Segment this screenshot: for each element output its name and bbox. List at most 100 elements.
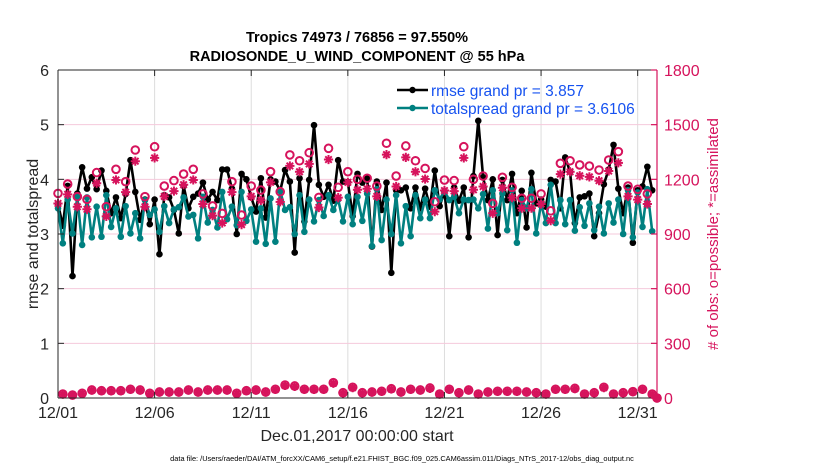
y-left-tick-label: 1: [40, 336, 49, 353]
rmse-point: [552, 178, 559, 185]
totalspread-point: [363, 190, 371, 197]
rmse-point: [494, 231, 501, 239]
obs-assimilated-marker: [183, 385, 194, 395]
obs-assimilated-marker: [492, 386, 503, 397]
y-axis-right-label: # of obs: o=possible; *=assimilated: [705, 118, 722, 350]
obs-assimilated-marker: [541, 389, 551, 399]
legend-marker-totalspread: [409, 104, 416, 112]
totalspread-point: [412, 191, 419, 199]
totalspread-point: [165, 219, 173, 227]
obs-possible-marker: [526, 193, 537, 204]
obs-assimilated-marker: [633, 195, 643, 205]
obs-assimilated-marker: [459, 153, 469, 163]
totalspread-point: [581, 222, 588, 230]
obs-assimilated-marker: [594, 176, 604, 186]
obs-assimilated-marker: [178, 180, 189, 190]
obs-possible-marker: [401, 141, 411, 151]
totalspread-point: [402, 202, 410, 210]
rmse-point: [590, 232, 598, 240]
x-axis-label: Dec.01,2017 00:00:00 start: [260, 428, 454, 445]
totalspread-point: [586, 200, 593, 207]
obs-assimilated-marker: [386, 384, 396, 394]
obs-possible-marker: [458, 141, 469, 152]
rmse-point: [291, 249, 299, 256]
totalspread-point: [421, 196, 429, 203]
obs-assimilated-marker: [420, 174, 430, 184]
obs-possible-marker: [623, 181, 633, 191]
totalspread-point: [136, 235, 144, 242]
rmse-point: [78, 164, 86, 171]
totalspread-point: [590, 226, 598, 234]
obs-assimilated-marker: [96, 386, 107, 396]
totalspread-point: [286, 203, 294, 211]
obs-assimilated-marker: [410, 167, 421, 177]
obs-assimilated-marker: [265, 177, 276, 187]
obs-possible-marker: [391, 171, 401, 181]
totalspread-point: [325, 191, 332, 199]
y-axis-left-label: rmse and totalspread: [25, 159, 42, 309]
obs-assimilated-marker: [599, 383, 609, 393]
totalspread-line: [56, 183, 654, 248]
rmse-point: [629, 239, 637, 247]
totalspread-point: [296, 191, 303, 199]
y-right-tick-label: 0: [664, 391, 673, 408]
rmse-point: [305, 176, 313, 184]
obs-possible-marker: [487, 198, 498, 209]
obs-possible-marker: [603, 155, 614, 165]
obs-possible-marker: [362, 173, 372, 184]
obs-assimilated-marker: [92, 178, 102, 188]
obs-possible-marker: [140, 191, 150, 202]
totalspread-point: [301, 228, 308, 236]
obs-assimilated-marker: [381, 150, 392, 160]
obs-assimilated-marker: [203, 385, 213, 395]
obs-possible-marker: [120, 176, 131, 187]
totalspread-point: [238, 188, 245, 196]
totalspread-point: [619, 230, 627, 238]
totalspread-point: [388, 230, 395, 238]
obs-assimilated-marker: [647, 389, 657, 399]
obs-possible-marker: [632, 184, 643, 195]
obs-possible-marker: [555, 158, 566, 169]
obs-assimilated-marker: [232, 388, 242, 399]
totalspread-point: [445, 196, 453, 204]
totalspread-point: [349, 220, 356, 228]
totalspread-point: [503, 226, 511, 234]
obs-assimilated-marker: [140, 202, 150, 212]
obs-assimilated-marker: [319, 384, 329, 395]
obs-assimilated-marker: [468, 185, 479, 195]
totalspread-point: [175, 203, 183, 211]
obs-assimilated-marker: [391, 181, 401, 192]
obs-assimilated-marker: [299, 384, 309, 395]
obs-assimilated-marker: [507, 193, 517, 203]
totalspread-point: [267, 195, 274, 202]
obs-possible-marker: [207, 201, 218, 211]
obs-possible-marker: [516, 193, 527, 204]
obs-assimilated-marker: [517, 203, 527, 213]
totalspread-point: [532, 230, 540, 237]
obs-assimilated-marker: [531, 388, 541, 398]
y-left-tick-label: 0: [40, 391, 49, 408]
obs-assimilated-marker: [72, 202, 82, 212]
totalspread-point: [547, 181, 555, 189]
rmse-point: [243, 176, 250, 183]
obs-possible-marker: [130, 145, 141, 155]
obs-assimilated-marker: [570, 384, 580, 394]
y-right-tick-label: 1200: [664, 172, 700, 189]
grid: [58, 70, 657, 398]
obs-possible-marker: [574, 160, 585, 170]
obs-assimilated-marker: [623, 191, 633, 201]
rmse-point: [93, 185, 100, 193]
obs-possible-marker: [285, 150, 295, 160]
obs-assimilated-marker: [435, 389, 445, 399]
rmse-point: [644, 163, 651, 171]
obs-assimilated-marker: [367, 387, 377, 397]
y-left-tick-label: 3: [40, 227, 49, 244]
rmse-point: [402, 184, 410, 191]
x-tick-label: 12/01: [38, 405, 78, 422]
obs-assimilated-marker: [174, 387, 184, 397]
totalspread-point: [122, 202, 129, 210]
rmse-point: [214, 196, 221, 204]
obs-possible-marker: [246, 181, 257, 191]
obs-assimilated-marker: [193, 387, 203, 397]
obs-assimilated-marker: [618, 388, 628, 398]
